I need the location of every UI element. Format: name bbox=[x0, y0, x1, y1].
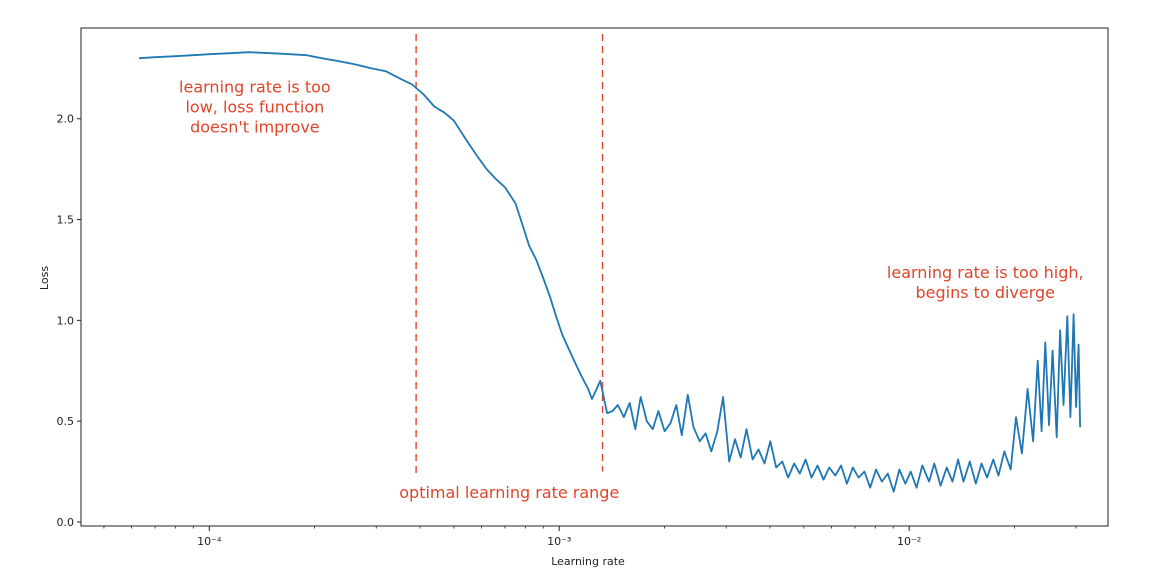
annotation-text: learning rate is too high, begins to dive… bbox=[887, 263, 1084, 302]
annotation-line: learning rate is too high, bbox=[887, 263, 1084, 282]
y-tick-label: 2.0 bbox=[57, 113, 75, 126]
annotation-line: doesn't improve bbox=[190, 118, 320, 137]
x-tick-label: 10⁻³ bbox=[547, 535, 571, 548]
series-lines bbox=[138, 51, 1081, 493]
y-tick-label: 0.0 bbox=[57, 516, 75, 529]
y-tick-label: 1.0 bbox=[57, 314, 75, 327]
axis-ticks: 0.0 0.5 1.0 1.5 2.0 10⁻⁴ 10⁻³ 10⁻² bbox=[57, 113, 1077, 548]
annotation-line: begins to diverge bbox=[916, 283, 1056, 302]
annotation-text: optimal learning rate range bbox=[399, 483, 619, 502]
x-axis-label: Learning rate bbox=[551, 555, 625, 568]
plot-frame bbox=[80, 27, 1109, 527]
annotation-line: learning rate is too bbox=[179, 78, 331, 97]
annotations: learning rate is too low, loss function do… bbox=[179, 78, 1084, 502]
annotation-line: optimal learning rate range bbox=[399, 483, 619, 502]
loss-curve-line bbox=[138, 51, 1081, 493]
x-tick-label: 10⁻⁴ bbox=[197, 535, 222, 548]
annotation-text: learning rate is too low, loss function do… bbox=[179, 78, 331, 137]
y-axis-label: Loss bbox=[38, 266, 51, 290]
annotation-line: low, loss function bbox=[185, 98, 324, 117]
x-tick-label: 10⁻² bbox=[897, 535, 921, 548]
reference-lines bbox=[415, 34, 604, 474]
y-tick-label: 1.5 bbox=[57, 214, 75, 227]
y-tick-label: 0.5 bbox=[57, 415, 75, 428]
